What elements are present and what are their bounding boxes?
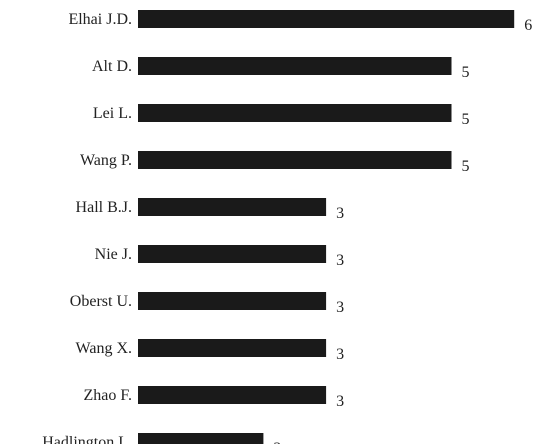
bar xyxy=(138,386,327,404)
category-label: Wang P. xyxy=(80,152,132,169)
category-label: Alt D. xyxy=(92,58,132,75)
plot-area: Elhai J.D. 6 Alt D. 5 Lei L. 5 Wang P. 5 Hall B.… xyxy=(42,10,532,444)
value-label: 5 xyxy=(462,64,470,81)
value-label: 5 xyxy=(462,111,470,128)
value-label: 5 xyxy=(462,158,470,175)
bar xyxy=(138,433,264,444)
bar xyxy=(138,245,327,263)
category-label: Lei L. xyxy=(93,105,132,122)
bar xyxy=(138,10,515,28)
bar xyxy=(138,57,452,75)
value-label: 2 xyxy=(273,440,281,444)
value-label: 6 xyxy=(524,17,532,34)
value-label: 3 xyxy=(336,205,344,222)
bar xyxy=(138,104,452,122)
bar xyxy=(138,151,452,169)
bar xyxy=(138,339,327,357)
value-label: 3 xyxy=(336,299,344,316)
value-label: 3 xyxy=(336,252,344,269)
category-label: Hall B.J. xyxy=(76,199,132,216)
category-label: Elhai J.D. xyxy=(68,11,132,28)
value-label: 3 xyxy=(336,346,344,363)
bar xyxy=(138,198,327,216)
bar xyxy=(138,292,327,310)
category-label: Hadlington L. xyxy=(42,434,132,444)
value-label: 3 xyxy=(336,393,344,410)
category-label: Zhao F. xyxy=(84,387,133,404)
category-label: Oberst U. xyxy=(70,293,132,310)
category-label: Nie J. xyxy=(95,246,132,263)
category-label: Wang X. xyxy=(76,340,132,357)
